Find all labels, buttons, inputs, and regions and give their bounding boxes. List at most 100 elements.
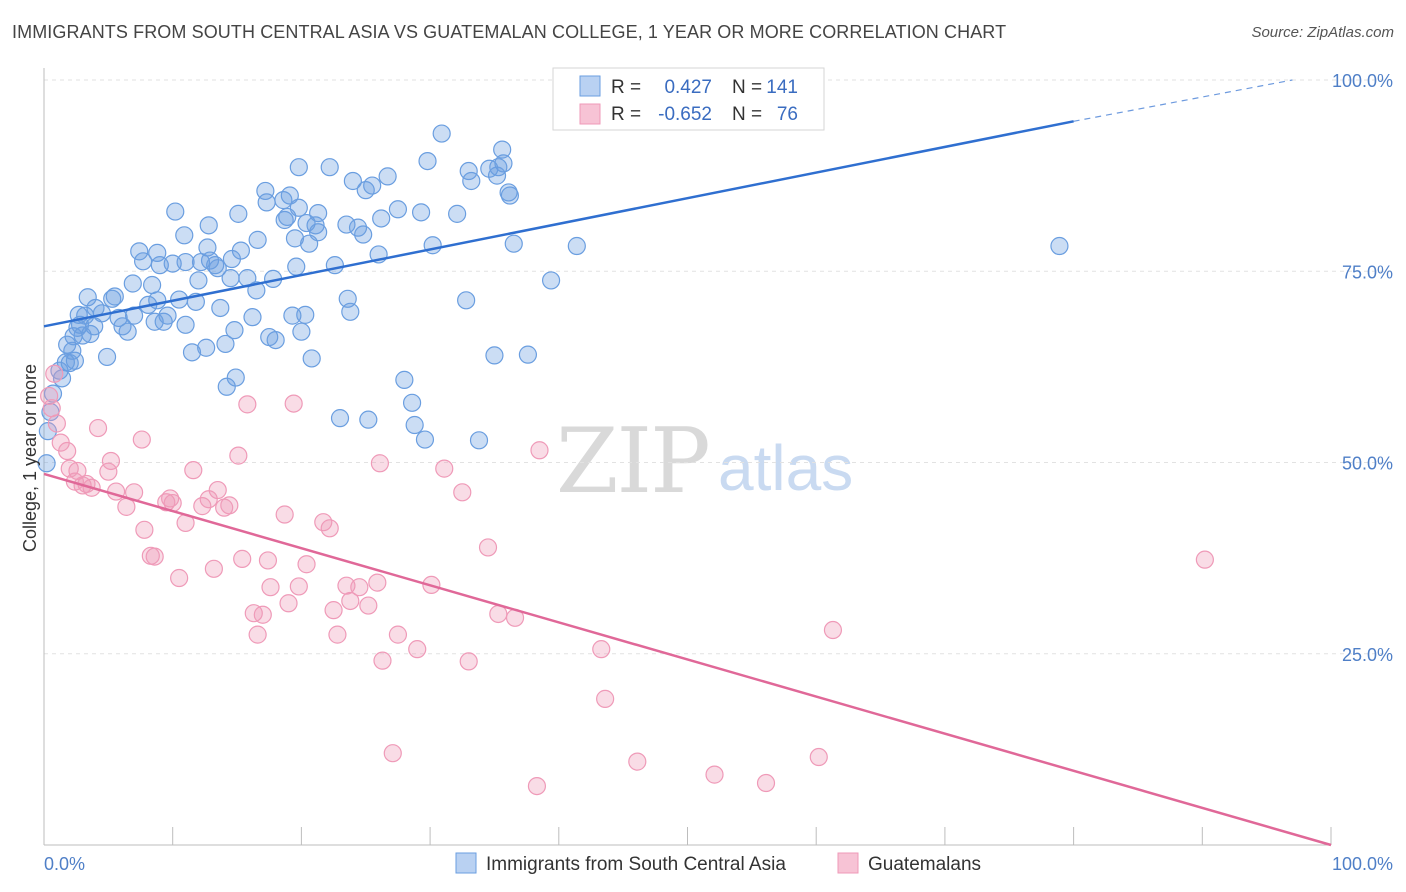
data-point-guatemalans: [99, 462, 118, 481]
stats-n-value-pink: 76: [777, 104, 798, 125]
data-point-south-central-asia: [480, 159, 499, 178]
data-point-guatemalans: [453, 483, 472, 502]
data-point-guatemalans: [809, 747, 828, 767]
data-point-guatemalans: [592, 640, 611, 659]
data-point-south-central-asia: [320, 158, 339, 177]
y-tick-label: 25.0%: [1342, 645, 1393, 665]
data-point-south-central-asia: [176, 315, 195, 334]
data-point-guatemalans: [368, 573, 387, 592]
y-tick-label: 100.0%: [1332, 71, 1393, 91]
data-point-south-central-asia: [175, 226, 194, 245]
data-point-south-central-asia: [494, 154, 513, 173]
x-tick-label-end: 100.0%: [1332, 854, 1393, 874]
data-point-south-central-asia: [343, 171, 362, 191]
trend-line-blue-extension: [1073, 79, 1293, 122]
data-point-guatemalans: [383, 744, 402, 763]
axes: [43, 68, 1332, 846]
tick-labels: 25.0% 50.0% 75.0% 100.0% 0.0% 100.0%: [44, 71, 1393, 874]
data-point-guatemalans: [184, 461, 203, 480]
data-point-south-central-asia: [418, 151, 437, 171]
data-point-guatemalans: [88, 418, 108, 438]
data-point-south-central-asia: [158, 306, 177, 325]
data-point-guatemalans: [370, 454, 390, 473]
data-point-guatemalans: [132, 430, 151, 449]
data-point-south-central-asia: [189, 271, 208, 290]
data-point-south-central-asia: [243, 308, 262, 327]
data-point-guatemalans: [756, 773, 776, 793]
data-point-south-central-asia: [166, 202, 185, 221]
y-tick-label: 50.0%: [1342, 454, 1393, 474]
data-point-south-central-asia: [176, 252, 195, 272]
data-point-south-central-asia: [287, 257, 306, 276]
data-point-south-central-asia: [415, 430, 435, 449]
data-point-south-central-asia: [359, 410, 378, 429]
data-point-south-central-asia: [105, 287, 124, 306]
data-point-south-central-asia: [341, 302, 360, 321]
data-point-south-central-asia: [65, 351, 84, 370]
data-point-guatemalans: [238, 395, 257, 414]
data-point-south-central-asia: [283, 306, 302, 325]
data-point-guatemalans: [489, 604, 508, 624]
data-point-guatemalans: [478, 538, 498, 557]
data-point-guatemalans: [233, 549, 252, 568]
data-point-south-central-asia: [118, 322, 137, 341]
data-point-guatemalans: [530, 441, 549, 460]
data-point-guatemalans: [359, 596, 378, 615]
data-point-south-central-asia: [109, 308, 128, 328]
stats-r-label-blue: R =: [611, 77, 641, 98]
stats-r-label-pink: R =: [611, 104, 641, 125]
data-point-guatemalans: [297, 555, 316, 574]
data-point-guatemalans: [248, 625, 267, 644]
data-point-guatemalans: [220, 496, 239, 515]
data-point-south-central-asia: [37, 454, 56, 473]
stats-swatch-blue: [579, 75, 601, 97]
y-axis-label: College, 1 year or more: [20, 364, 40, 552]
y-tick-label: 75.0%: [1342, 262, 1393, 282]
data-point-guatemalans: [229, 446, 248, 465]
data-point-south-central-asia: [541, 271, 561, 290]
data-point-south-central-asia: [197, 338, 216, 357]
data-point-south-central-asia: [123, 274, 142, 293]
data-point-guatemalans: [350, 578, 369, 597]
data-point-guatemalans: [208, 480, 227, 500]
trend-line-blue: [43, 120, 1074, 328]
data-point-south-central-asia: [402, 393, 422, 412]
data-point-south-central-asia: [493, 140, 512, 159]
data-point-south-central-asia: [148, 291, 167, 310]
data-point-guatemalans: [253, 605, 272, 624]
data-point-guatemalans: [596, 689, 615, 708]
data-point-guatemalans: [823, 620, 843, 640]
data-point-south-central-asia: [378, 167, 397, 186]
data-point-south-central-asia: [469, 431, 489, 450]
data-point-south-central-asia: [231, 241, 251, 260]
data-point-south-central-asia: [206, 256, 225, 275]
legend-swatch-blue: [455, 852, 477, 874]
data-point-south-central-asia: [221, 269, 240, 288]
stats-n-label-pink: N =: [732, 104, 762, 125]
data-point-guatemalans: [204, 559, 223, 578]
data-point-south-central-asia: [363, 176, 382, 195]
data-point-south-central-asia: [289, 158, 308, 177]
data-point-south-central-asia: [432, 124, 451, 143]
watermark-zip: ZIP: [556, 409, 709, 514]
data-point-guatemalans: [284, 394, 303, 413]
data-point-south-central-asia: [296, 305, 315, 324]
data-point-south-central-asia: [411, 203, 431, 222]
data-point-south-central-asia: [130, 242, 149, 261]
data-point-south-central-asia: [199, 216, 218, 235]
data-point-south-central-asia: [225, 321, 244, 340]
stats-n-label-blue: N =: [732, 77, 762, 98]
data-point-south-central-asia: [182, 343, 202, 362]
source-label: Source: ZipAtlas.com: [1251, 24, 1394, 41]
data-point-south-central-asia: [274, 191, 293, 210]
x-tick-label-start: 0.0%: [44, 854, 85, 874]
data-point-south-central-asia: [226, 368, 245, 387]
data-point-south-central-asia: [211, 298, 230, 318]
data-point-south-central-asia: [248, 230, 267, 249]
trend-line-pink: [43, 472, 1332, 847]
data-point-south-central-asia: [309, 223, 328, 242]
trend-lines: [43, 79, 1332, 847]
data-point-south-central-asia: [388, 200, 408, 219]
data-point-south-central-asia: [500, 186, 519, 205]
data-point-guatemalans: [527, 776, 547, 796]
